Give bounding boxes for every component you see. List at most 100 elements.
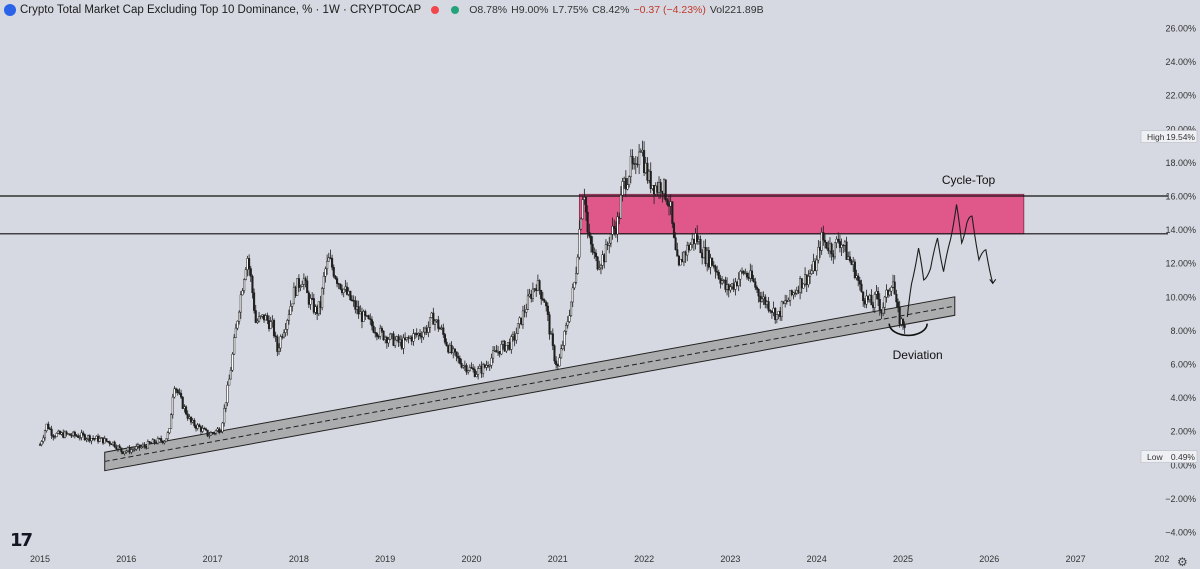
candle-body: [277, 347, 281, 352]
candle-body: [727, 284, 730, 291]
candle-body: [760, 298, 763, 302]
y-tick-label: 14.00%: [1165, 225, 1196, 235]
candle-body: [228, 378, 231, 386]
candle-body: [423, 327, 427, 333]
candle-body: [214, 430, 217, 434]
y-axis: 26.00% 24.00% 22.00% 20.00% 18.00% 16.00% 14.0…: [1165, 24, 1196, 538]
candle-body: [324, 268, 327, 277]
candle-body: [857, 275, 860, 281]
candle-body: [299, 286, 302, 288]
candle-body: [213, 432, 216, 435]
candle-body: [136, 444, 139, 447]
candle-body: [729, 286, 732, 291]
deviation-arc: [888, 323, 928, 337]
candle-body: [802, 283, 805, 289]
candle-body: [196, 424, 199, 429]
candle-body: [72, 431, 75, 436]
y-tick-label: 18.00%: [1165, 158, 1196, 168]
candle-body: [586, 211, 589, 233]
candle-body: [807, 276, 810, 285]
candle-body: [872, 304, 875, 308]
candle-body: [294, 286, 297, 296]
candle-body: [581, 199, 584, 220]
candle-body: [166, 432, 169, 440]
candle-body: [189, 416, 193, 423]
candle-body: [106, 440, 110, 443]
y-tick-label: 22.00%: [1165, 91, 1196, 101]
candle-body: [570, 301, 573, 316]
candle-body: [682, 251, 685, 263]
candle-body: [865, 295, 868, 305]
candle-body: [80, 432, 83, 438]
candle-body: [344, 286, 347, 290]
candle-body: [337, 283, 340, 285]
candle-body: [787, 299, 790, 302]
candle-body: [354, 300, 357, 310]
candle-body: [113, 441, 116, 448]
candle-body: [780, 301, 783, 317]
candle-body: [634, 163, 637, 165]
candle-body: [837, 238, 840, 242]
candle-body: [412, 333, 415, 342]
candle-body: [171, 396, 174, 415]
candle-body: [357, 306, 360, 315]
cycle-top-zone: [578, 193, 1025, 235]
candle-body: [858, 280, 861, 285]
candle-body: [584, 197, 588, 213]
candle-body: [261, 314, 264, 317]
candle-body: [404, 337, 407, 340]
candle-body: [123, 451, 126, 454]
candle-body: [492, 350, 495, 359]
candle-body: [251, 276, 254, 294]
y-tick-label: 26.00%: [1165, 24, 1196, 34]
candle-body: [830, 243, 833, 255]
candle-body: [93, 438, 96, 440]
candle-body: [901, 318, 905, 326]
candle-body: [687, 245, 690, 251]
candle-body: [636, 163, 639, 166]
candle-body: [643, 150, 646, 173]
candle-body: [239, 294, 242, 313]
candle-body: [810, 270, 813, 274]
candle-body: [365, 315, 368, 317]
candle-body: [380, 327, 383, 332]
candle-body: [702, 247, 705, 259]
candle-body: [676, 249, 679, 257]
candle-body: [817, 247, 820, 261]
candle-body: [638, 151, 641, 166]
candle-body: [571, 287, 574, 303]
candle-body: [677, 256, 681, 266]
candle-body: [699, 239, 702, 254]
candle-body: [178, 392, 181, 394]
x-tick-label: 2016: [116, 554, 136, 564]
candle-body: [224, 402, 227, 409]
candle-body: [556, 364, 559, 367]
candle-body: [604, 244, 607, 263]
candle-body: [52, 435, 55, 438]
candle-body: [339, 283, 342, 290]
candle-body: [500, 344, 503, 355]
candle-body: [845, 241, 848, 260]
candle-body: [657, 182, 661, 193]
candle-body: [875, 291, 878, 295]
candle-body: [67, 433, 70, 435]
candle-body: [238, 311, 241, 322]
candle-body: [111, 441, 115, 446]
candle-body: [77, 435, 80, 438]
candle-body: [588, 231, 591, 237]
candle-body: [711, 257, 714, 266]
candle-body: [135, 446, 138, 450]
candle-body: [362, 311, 365, 322]
settings-gear-icon[interactable]: ⚙: [1177, 555, 1188, 569]
candle-body: [565, 325, 568, 332]
candle-body: [387, 339, 390, 344]
candle-body: [878, 298, 881, 310]
candle-body: [443, 334, 446, 343]
candle-body: [243, 279, 246, 292]
candle-body: [420, 335, 423, 338]
candle-body: [560, 348, 563, 359]
candle-body: [168, 428, 171, 434]
candle-body: [267, 320, 271, 329]
candle-body: [497, 350, 500, 353]
